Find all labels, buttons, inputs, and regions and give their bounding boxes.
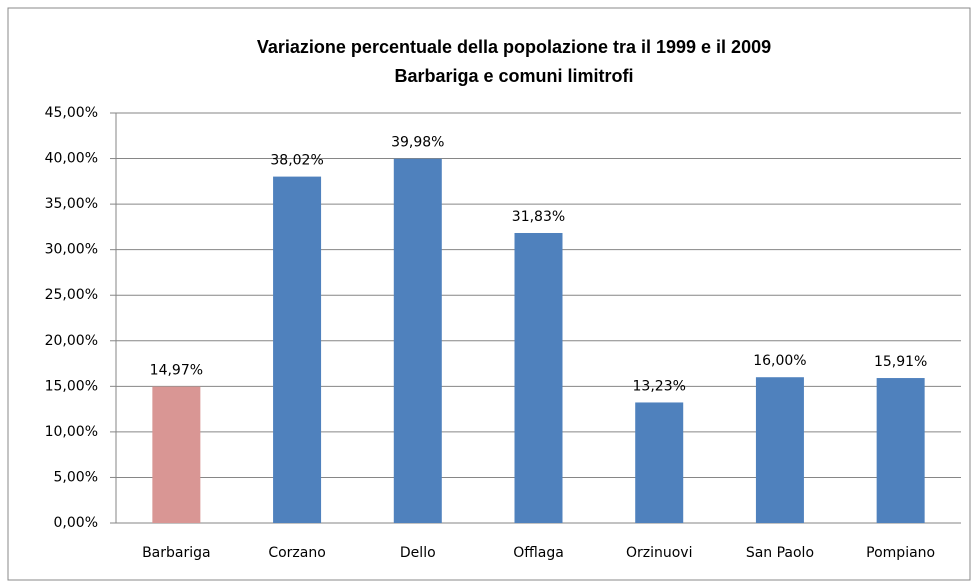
value-label: 14,97%: [150, 363, 203, 379]
bar: [635, 402, 684, 523]
value-label: 31,83%: [512, 209, 565, 225]
x-tick-label: San Paolo: [746, 545, 814, 561]
bar: [514, 232, 563, 523]
x-tick-label: Orzinuovi: [626, 545, 693, 561]
x-tick-label: Pompiano: [866, 545, 935, 561]
y-tick-label: 0,00%: [54, 515, 98, 531]
value-label: 38,02%: [270, 153, 323, 169]
y-tick-label: 35,00%: [45, 196, 98, 212]
bar: [152, 386, 201, 523]
y-tick-label: 25,00%: [45, 287, 98, 303]
x-tick-label: Dello: [400, 545, 436, 561]
chart-title: Variazione percentuale della popolazione…: [257, 37, 771, 57]
bar: [273, 176, 322, 523]
bar: [393, 158, 442, 523]
y-tick-label: 20,00%: [45, 333, 98, 349]
y-tick-label: 40,00%: [45, 151, 98, 167]
bar: [876, 378, 925, 523]
bar: [755, 377, 804, 523]
y-tick-label: 30,00%: [45, 242, 98, 258]
value-label: 39,98%: [391, 135, 444, 151]
y-tick-label: 45,00%: [45, 105, 98, 121]
value-label: 13,23%: [633, 378, 686, 394]
x-tick-label: Barbariga: [142, 545, 211, 561]
x-tick-label: Offlaga: [513, 545, 564, 561]
y-tick-label: 10,00%: [45, 424, 98, 440]
value-label: 15,91%: [874, 354, 927, 370]
x-tick-label: Corzano: [268, 545, 325, 561]
value-label: 16,00%: [753, 353, 806, 369]
y-tick-label: 5,00%: [54, 469, 98, 485]
chart-subtitle: Barbariga e comuni limitrofi: [394, 66, 633, 86]
y-tick-label: 15,00%: [45, 378, 98, 394]
chart-border: [7, 7, 971, 581]
